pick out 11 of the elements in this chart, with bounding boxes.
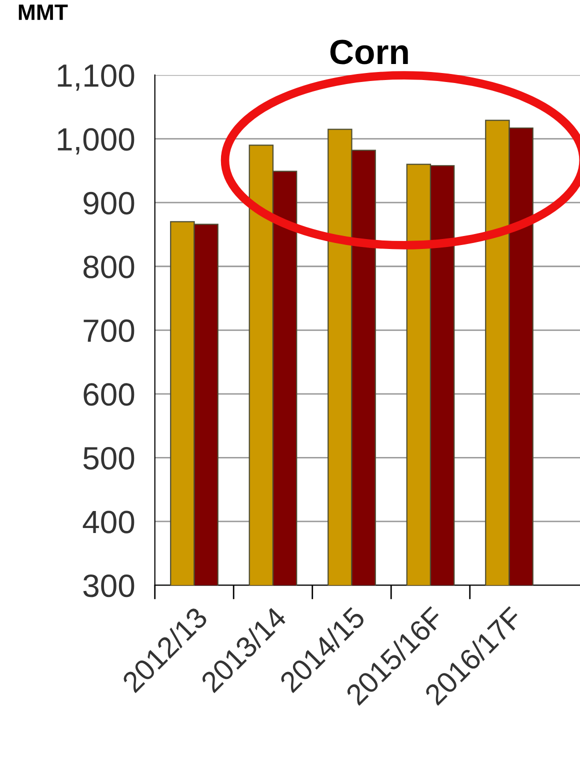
y-tick-label: 700 bbox=[84, 319, 134, 342]
chart-title: Corn bbox=[330, 40, 408, 64]
y-tick-label: 800 bbox=[84, 256, 134, 278]
y-axis-title: MMT bbox=[18, 4, 68, 20]
y-tick-label: 400 bbox=[82, 510, 134, 534]
y-tick-label: 600 bbox=[84, 383, 134, 406]
y-tick-label: 1,000 bbox=[58, 128, 134, 154]
y-tick-label: 1,100 bbox=[58, 64, 134, 91]
y-tick-label: 500 bbox=[83, 446, 134, 470]
y-tick-label: 300 bbox=[83, 574, 134, 598]
y-tick-label: 900 bbox=[84, 192, 134, 214]
